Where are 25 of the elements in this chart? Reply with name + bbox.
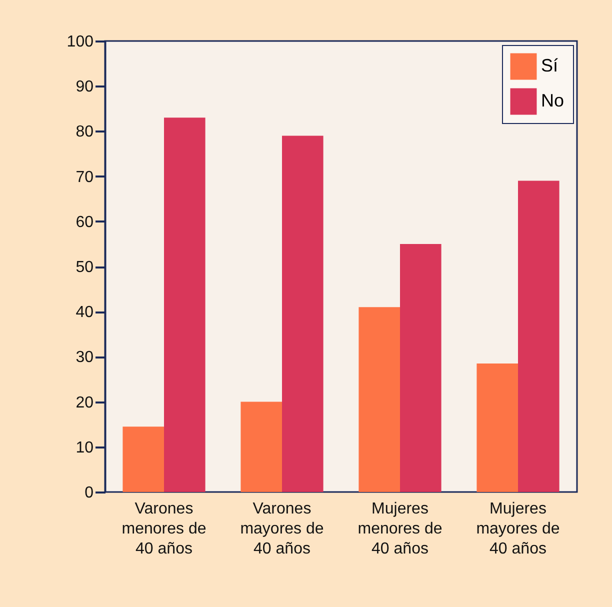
bar: [518, 180, 560, 492]
y-tick-label: 30: [76, 349, 94, 366]
y-tick-label: 50: [76, 259, 94, 276]
y-tick-label: 60: [76, 214, 94, 231]
y-tick-label: 80: [76, 124, 94, 141]
x-tick-label: Varones menores de 40 años: [122, 500, 206, 558]
bar: [476, 363, 518, 492]
x-tick-label: Varones mayores de 40 años: [240, 500, 324, 558]
y-tick-label: 90: [76, 78, 94, 96]
bar: [358, 307, 400, 492]
bar: [240, 402, 282, 492]
y-tick-label: 100: [66, 34, 94, 50]
bar: [400, 244, 442, 492]
y-tick-label: 20: [76, 394, 94, 412]
x-tick-label: Mujeres menores de 40 años: [358, 500, 442, 558]
y-tick-label: 70: [76, 168, 94, 186]
y-tick-label: 10: [76, 439, 94, 456]
y-tick-label: 40: [76, 304, 94, 322]
bar: [282, 136, 324, 492]
legend-label: No: [541, 90, 564, 110]
legend-label: Sí: [541, 56, 558, 76]
x-tick-label: Mujeres mayores de 40 años: [476, 500, 560, 558]
y-tick-label: 0: [84, 484, 94, 502]
bar: [122, 426, 164, 492]
bar: [164, 118, 206, 492]
